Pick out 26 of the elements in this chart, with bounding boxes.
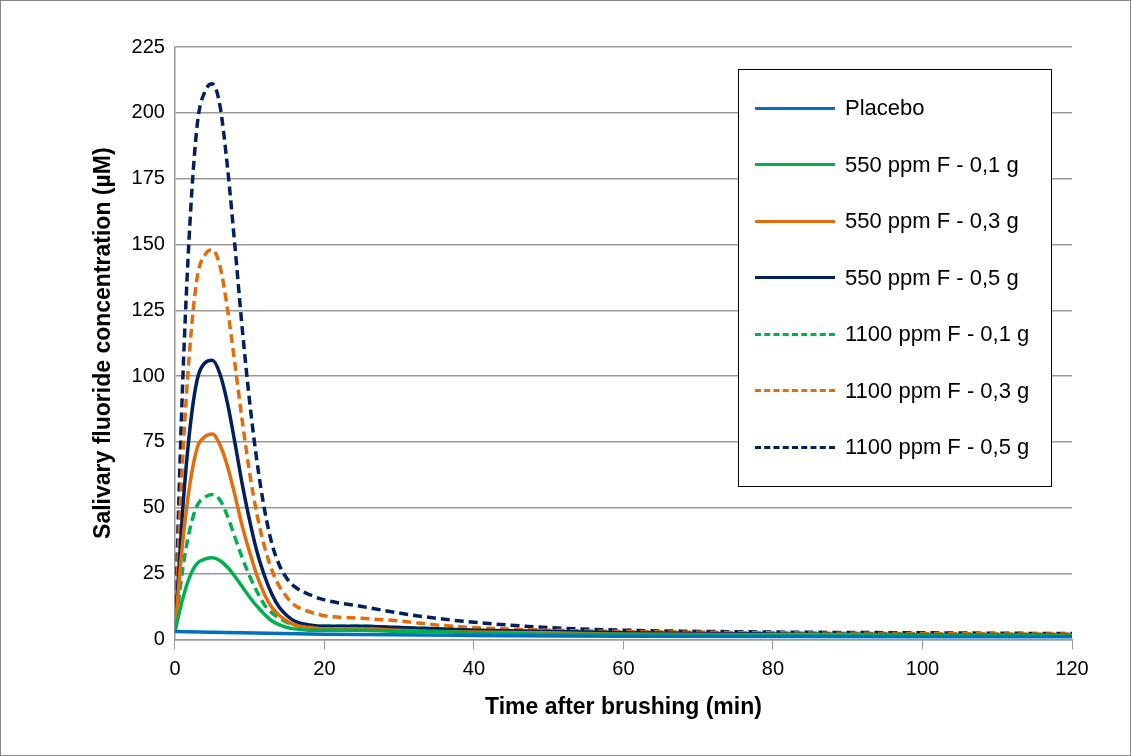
x-tick-label: 0	[169, 656, 181, 679]
y-tick-label: 100	[131, 363, 165, 386]
y-tick-label: 0	[153, 626, 165, 649]
x-tick-label: 60	[612, 656, 635, 679]
y-tick-label: 125	[131, 297, 165, 320]
legend-label: 1100 ppm F - 0,1 g	[845, 321, 1030, 348]
legend-label: 550 ppm F - 0,1 g	[845, 151, 1019, 178]
y-tick-label: 175	[131, 166, 165, 189]
legend-label: 1100 ppm F - 0,3 g	[845, 377, 1030, 404]
y-tick-label: 25	[142, 561, 165, 584]
legend-label: Placebo	[845, 95, 925, 122]
x-tick-label: 100	[905, 656, 940, 679]
x-tick-label: 20	[313, 656, 336, 679]
y-tick-label: 50	[142, 495, 165, 518]
x-tick-label: 80	[761, 656, 785, 679]
y-axis-title: Salivary fluoride concentration (µM)	[89, 147, 116, 539]
y-tick-label: 150	[131, 231, 165, 254]
x-axis-title: Time after brushing (min)	[485, 692, 762, 719]
legend-label: 1100 ppm F - 0,5 g	[845, 434, 1030, 461]
legend-label: 550 ppm F - 0,5 g	[845, 264, 1019, 291]
y-tick-label: 200	[131, 100, 165, 123]
legend-label: 550 ppm F - 0,3 g	[845, 208, 1019, 235]
y-tick-label: 225	[131, 34, 165, 57]
y-tick-label: 75	[142, 429, 165, 452]
x-tick-label: 120	[1055, 656, 1089, 679]
x-tick-label: 40	[462, 656, 486, 679]
